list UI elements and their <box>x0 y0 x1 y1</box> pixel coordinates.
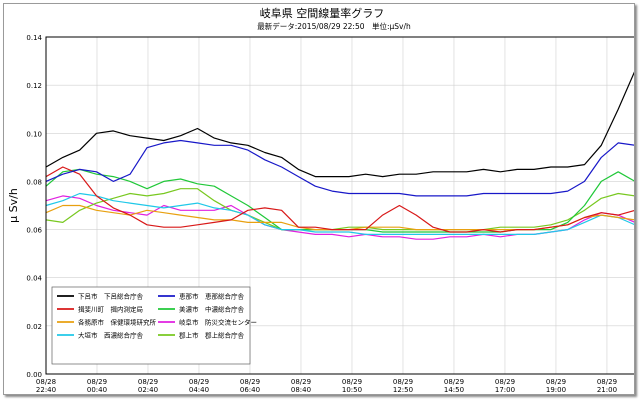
x-tick-date: 08/29 <box>240 378 260 386</box>
legend-label: 下呂市 下呂総合庁舎 <box>78 292 144 301</box>
x-tick-time: 06:40 <box>240 386 260 394</box>
legend-box <box>51 286 251 365</box>
series-line <box>45 71 634 178</box>
x-tick-date: 08/29 <box>189 378 209 386</box>
x-tick-time: 04:40 <box>189 386 209 394</box>
legend-label: 郡上市 郡上総合庁舎 <box>179 331 245 340</box>
y-tick-labels: 0.14 0.12 0.10 0.08 0.06 0.04 0.02 0.00 <box>26 34 42 379</box>
y-tick-label: 0.04 <box>26 275 42 283</box>
y-tick-label: 0.00 <box>26 371 42 379</box>
x-tick-date: 08/29 <box>495 378 515 386</box>
legend-label: 岐阜市 防災交流センター <box>179 318 257 327</box>
x-tick-date: 08/29 <box>291 378 311 386</box>
x-tick-date: 08/29 <box>342 378 362 386</box>
x-tick-date: 08/29 <box>138 378 158 386</box>
x-tick-time: 08:40 <box>291 386 311 394</box>
x-tick-date: 08/29 <box>87 378 107 386</box>
chart-title: 岐阜県 空間線量率グラフ <box>260 6 385 20</box>
y-tick-label: 0.12 <box>26 82 42 90</box>
chart-frame: 岐阜県 空間線量率グラフ 最新データ:2015/08/29 22:50 単位:μ… <box>3 3 635 395</box>
legend-label: 揖斐川町 揖内測定局 <box>78 305 143 314</box>
legend-label: 各務原市 保健環境研究所 <box>78 318 157 327</box>
x-tick-time: 14:50 <box>444 386 464 394</box>
x-tick-date: 08/29 <box>597 378 617 386</box>
y-tick-label: 0.14 <box>26 34 42 42</box>
x-tick-time: 10:50 <box>342 386 362 394</box>
x-tick-date: 08/29 <box>546 378 566 386</box>
x-tick-time: 12:50 <box>393 386 413 394</box>
series-line <box>45 166 634 233</box>
x-tick-date: 08/29 <box>444 378 464 386</box>
radiation-line-chart: 岐阜県 空間線量率グラフ 最新データ:2015/08/29 22:50 単位:μ… <box>7 6 634 394</box>
x-tick-date: 08/28 <box>36 378 56 386</box>
x-tick-time: 19:00 <box>546 386 566 394</box>
series-line <box>45 168 634 233</box>
y-tick-label: 0.06 <box>26 227 42 235</box>
y-axis-label: μ Sv/h <box>7 188 20 223</box>
series-line <box>45 139 634 197</box>
x-tick-time: 00:40 <box>87 386 107 394</box>
x-tick-labels: 08/2822:4008/2900:4008/2902:4008/2904:40… <box>36 378 617 394</box>
legend-label: 恵那市 恵那総合庁舎 <box>179 292 245 301</box>
y-tick-label: 0.08 <box>26 178 42 186</box>
x-tick-time: 17:00 <box>495 386 515 394</box>
series-lines <box>45 71 634 240</box>
series-line <box>45 188 634 231</box>
x-tick-time: 21:00 <box>597 386 617 394</box>
legend-label: 大垣市 西濃総合庁舎 <box>78 331 144 340</box>
legend-label: 美濃市 中濃総合庁舎 <box>179 305 245 314</box>
x-tick-date: 08/29 <box>393 378 413 386</box>
y-tick-label: 0.10 <box>26 130 42 138</box>
chart-subtitle: 最新データ:2015/08/29 22:50 単位:μSv/h <box>257 21 411 31</box>
x-tick-time: 22:40 <box>36 386 56 394</box>
x-tick-time: 02:40 <box>138 386 158 394</box>
series-line <box>45 192 634 235</box>
y-tick-label: 0.02 <box>26 323 42 331</box>
plot-area-border <box>45 36 634 375</box>
